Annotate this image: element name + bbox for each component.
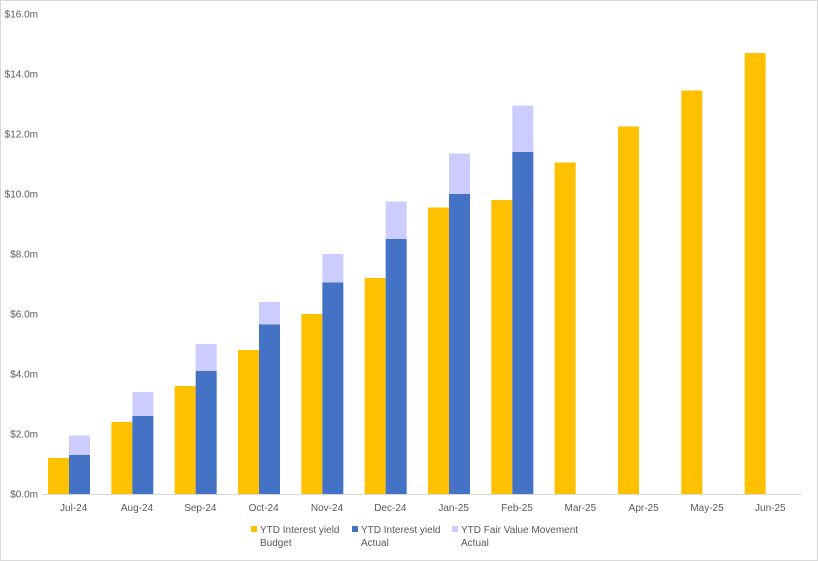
x-tick-label: Feb-25 [501, 503, 533, 514]
bar-budget [554, 162, 576, 494]
legend-label: Actual [361, 538, 389, 549]
legend-label: YTD Interest yield [260, 525, 339, 536]
bar-budget [238, 350, 259, 494]
bar-budget [681, 90, 703, 494]
x-tick-label: Oct-24 [249, 503, 279, 514]
bar-budget [111, 422, 133, 494]
x-tick-label: Sep-24 [184, 503, 217, 514]
x-tick-label: Apr-25 [629, 503, 659, 514]
bar-budget [301, 314, 323, 494]
bar-fair-value [512, 105, 534, 152]
x-tick-label: Jul-24 [60, 503, 88, 514]
y-tick-label: $6.0m [10, 310, 38, 321]
y-tick-label: $16.0m [5, 10, 38, 21]
bar-budget [48, 458, 69, 494]
x-tick-label: Jun-25 [755, 503, 786, 514]
bar-budget [491, 200, 513, 494]
bar-actual [195, 371, 217, 494]
x-tick-label: Aug-24 [121, 503, 154, 514]
x-tick-label: Jan-25 [438, 503, 469, 514]
bar-fair-value [449, 153, 470, 194]
bar-actual [132, 416, 154, 494]
y-tick-label: $10.0m [5, 190, 38, 201]
bar-fair-value [69, 435, 90, 455]
bar-actual [385, 239, 407, 494]
bar-actual [259, 324, 280, 494]
legend: YTD Interest yield Budget YTD Interest yie… [251, 525, 578, 549]
x-axis: Jul-24 Aug-24 Sep-24 Oct-24 Nov-24 Dec-24 Jan-… [42, 494, 802, 514]
y-tick-label: $8.0m [10, 250, 38, 261]
x-tick-label: Nov-24 [311, 503, 344, 514]
legend-swatch [452, 526, 458, 532]
y-tick-label: $0.0m [10, 490, 38, 501]
legend-label: YTD Fair Value Movement [461, 525, 578, 536]
bar-fair-value [132, 392, 154, 416]
bar-fair-value [322, 254, 344, 283]
y-tick-label: $14.0m [5, 70, 38, 81]
bars [48, 53, 766, 494]
bar-actual [512, 152, 534, 494]
bar-budget [364, 278, 386, 494]
legend-swatch [251, 526, 257, 532]
y-axis: $0.0m $2.0m $4.0m $6.0m $8.0m $10.0m $12.0m $14… [5, 10, 38, 501]
bar-actual [449, 194, 470, 494]
legend-swatch [352, 526, 358, 532]
bar-budget [174, 386, 196, 494]
legend-label: YTD Interest yield [361, 525, 440, 536]
bar-budget [744, 53, 766, 494]
bar-actual [69, 455, 90, 494]
y-tick-label: $2.0m [10, 430, 38, 441]
y-tick-label: $12.0m [5, 130, 38, 141]
bar-actual [322, 282, 344, 494]
x-tick-label: Dec-24 [374, 503, 407, 514]
legend-label: Actual [461, 538, 489, 549]
bar-fair-value [259, 302, 280, 325]
x-tick-label: May-25 [690, 503, 724, 514]
x-tick-label: Mar-25 [564, 503, 596, 514]
bar-fair-value [385, 201, 407, 239]
bar-budget [428, 207, 449, 494]
bar-fair-value [195, 344, 217, 371]
bar-budget [618, 126, 639, 494]
y-tick-label: $4.0m [10, 370, 38, 381]
legend-label: Budget [260, 538, 292, 549]
